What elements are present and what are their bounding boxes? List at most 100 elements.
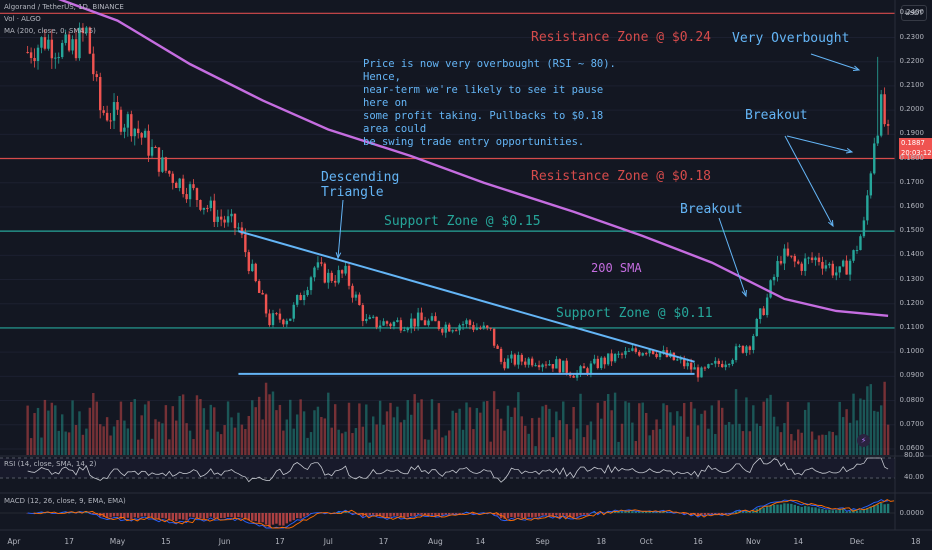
lightning-icon[interactable]: ⚡ [857,434,870,447]
candle-body [140,133,143,138]
macd-histogram-bar [448,513,451,515]
volume-bar [548,408,551,455]
volume-bar [371,416,375,455]
volume-bar [47,410,50,455]
volume-bar [848,422,852,455]
candle-body [85,27,88,34]
price-tick-label: 0.1500 [899,226,925,235]
volume-bar [472,429,475,455]
volume-bar [164,405,168,455]
volume-bar [434,429,437,455]
candle-body [406,328,409,331]
candle-body [748,346,752,350]
candle-body [524,361,527,365]
candle-body [797,261,800,264]
volume-bar [195,395,199,455]
macd-histogram-bar [268,513,271,528]
volume-bar [161,423,164,455]
candle-body [437,321,441,329]
volume-bar [793,440,796,455]
candle-body [351,285,354,298]
volume-bar [624,401,627,455]
volume-bar [202,408,206,455]
candle-body [99,77,102,111]
volume-bar [593,439,596,455]
candle-body [416,312,420,327]
macd-pane [0,499,895,529]
candle-body [686,362,689,367]
pane-separators [0,0,932,531]
volume-bar [140,415,143,455]
macd-histogram-bar [247,513,251,521]
volume-bar [855,420,859,455]
macd-histogram-bar [707,513,710,515]
macd-histogram-bar [406,513,409,518]
volume-bar [831,431,835,455]
macd-histogram-bar [838,509,841,513]
macd-histogram-bar [199,513,202,518]
macd-histogram-bar [188,513,192,517]
volume-bar [454,412,458,455]
candle-body [29,52,33,58]
candle-body [828,263,831,266]
volume-bar [741,431,745,455]
candle-body [385,321,389,324]
resistance-024-label: Resistance Zone @ $0.24 [531,30,712,45]
macd-histogram-bar [741,512,745,513]
time-tick-label: Jul [323,537,333,546]
macd-histogram-bar [233,513,237,519]
volume-bar [313,410,316,455]
volume-bar [306,437,309,455]
volume-bar [109,435,112,455]
currency-button[interactable]: USDT [901,5,927,21]
macd-histogram-bar [859,510,862,513]
macd-histogram-bar [257,513,261,523]
sma-200-label: 200 SMA [591,261,642,275]
volume-bar [489,441,492,455]
candle-body [841,260,845,267]
volume-bar [392,417,396,455]
candle-body [676,359,679,361]
volume-bar [264,382,268,455]
macd-histogram-bar [617,511,620,513]
macd-histogram-bar [786,503,790,513]
volume-bar [57,430,60,455]
macd-legend[interactable]: MACD (12, 26, close, 9, EMA, EMA) [4,497,126,505]
macd-histogram-bar [831,510,835,513]
candle-body [378,325,382,328]
rsi-pane [0,457,895,483]
candle-body [223,219,226,223]
macd-histogram-bar [109,513,112,518]
symbol-legend[interactable]: Algorand / TetherUS, 1D, BINANCE [4,3,124,11]
candle-body [562,360,565,373]
last-price-tag: 0.1887 20:03:12 [899,138,932,159]
volume-bar [403,419,406,455]
volume-bar [240,424,244,455]
candle-body [824,265,828,269]
candle-body [47,39,50,49]
candle-body [741,345,745,353]
candle-body [299,294,302,301]
volume-bar [724,424,727,455]
volume-bar [309,432,313,455]
volume-bar [406,400,409,455]
macd-histogram-bar [848,510,852,513]
volume-bar [641,402,644,455]
volume-bar [378,400,382,455]
volume-bar [634,441,638,455]
macd-histogram-bar [862,508,866,513]
macd-histogram-bar [582,513,586,515]
volume-bar [271,391,275,455]
macd-histogram-bar [368,513,371,516]
volume-legend[interactable]: Vol · ALGO [4,15,41,23]
candle-body [544,364,548,366]
ma-legend[interactable]: MA (200, close, 0, SMA, 5) [4,27,96,35]
volume-bar [644,412,648,455]
rsi-band [0,458,895,478]
candle-body [648,349,651,354]
candle-body [323,263,327,283]
macd-histogram-bar [555,513,558,516]
volume-bar [783,423,786,455]
rsi-legend[interactable]: RSI (14, close, SMA, 14, 2) [4,460,97,468]
